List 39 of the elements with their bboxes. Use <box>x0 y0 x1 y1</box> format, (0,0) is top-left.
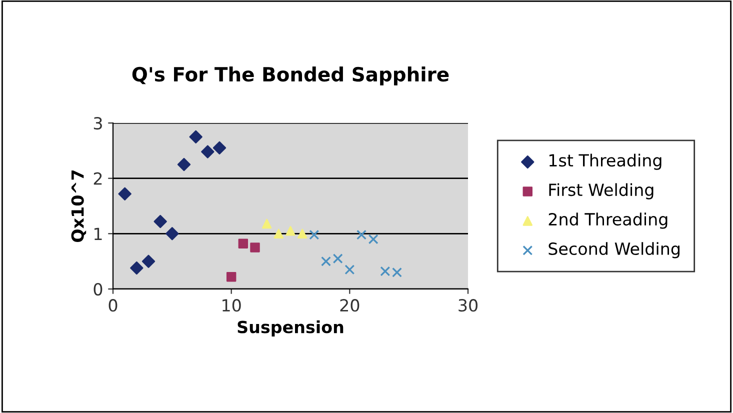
legend-label: First Welding <box>549 183 654 200</box>
point <box>286 226 296 236</box>
point <box>166 227 179 240</box>
x-tick-label: 30 <box>458 299 478 312</box>
point <box>297 228 308 239</box>
point <box>250 242 260 252</box>
chart-title: Q's For The Bonded Sapphire <box>132 66 449 86</box>
x-tick-label: 10 <box>222 299 241 312</box>
point <box>332 254 343 264</box>
point <box>118 187 132 200</box>
point <box>177 158 191 172</box>
point <box>201 145 214 158</box>
y-tick-label: 3 <box>94 116 102 130</box>
x-tick-label: 20 <box>340 299 360 312</box>
y-tick-label: 2 <box>94 172 102 185</box>
point <box>380 266 390 276</box>
x-axis-title: Suspension <box>238 320 344 337</box>
x-tick-label: 0 <box>108 299 118 312</box>
y-tick-label: 1 <box>94 228 102 240</box>
point <box>212 141 226 154</box>
legend-label: 2nd Threading <box>548 212 668 229</box>
point <box>142 254 156 268</box>
point <box>368 234 378 244</box>
point <box>154 214 167 228</box>
y-axis-title: Qx10^7 <box>71 170 86 242</box>
point <box>321 256 331 266</box>
point <box>130 261 144 275</box>
point <box>274 228 284 239</box>
point <box>392 267 402 278</box>
legend-label: Second Welding <box>548 242 680 258</box>
point <box>356 230 366 240</box>
point <box>344 264 355 275</box>
point <box>189 130 202 144</box>
point <box>309 230 320 240</box>
y-tick-label: 0 <box>94 282 102 296</box>
point <box>226 272 236 282</box>
point <box>238 238 248 248</box>
point <box>262 218 272 229</box>
legend-label: 1st Threading <box>549 154 662 170</box>
